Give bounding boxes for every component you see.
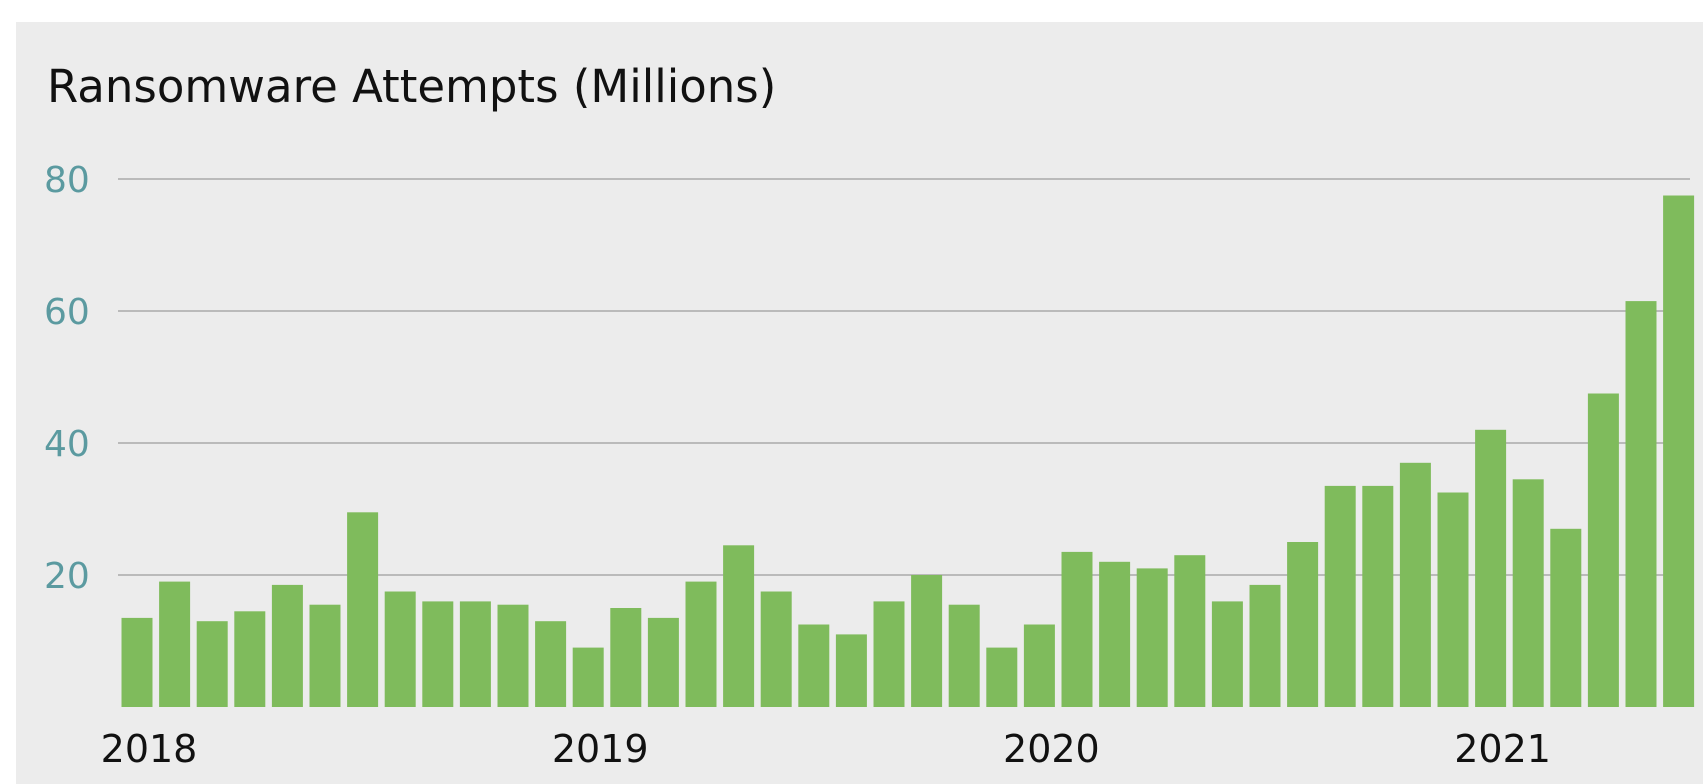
bar (835, 634, 867, 707)
y-tick-label: 40 (44, 424, 90, 465)
bar (911, 575, 943, 707)
bar (1099, 561, 1131, 707)
bar (986, 647, 1018, 707)
bar (1475, 429, 1507, 707)
bar (723, 545, 755, 707)
bar (1399, 462, 1431, 707)
bar (1287, 542, 1319, 707)
x-tick-label: 2021 (1454, 727, 1551, 771)
bar (798, 624, 830, 707)
bar (309, 604, 341, 707)
y-axis-ticks: 20 40 60 80 (44, 160, 90, 597)
chart-title: Ransomware Attempts (Millions) (47, 60, 777, 113)
bar (497, 604, 529, 707)
bar (1437, 492, 1469, 707)
bar (1587, 393, 1619, 707)
bar (647, 617, 679, 707)
bar (1324, 485, 1356, 707)
bar (271, 584, 303, 707)
bar (1550, 528, 1582, 707)
bar (459, 601, 491, 707)
bar (1061, 551, 1093, 707)
bar (873, 601, 905, 707)
bar (948, 604, 980, 707)
bar (1211, 601, 1243, 707)
x-tick-label: 2019 (552, 727, 649, 771)
y-tick-label: 80 (44, 160, 90, 201)
bar (159, 581, 191, 707)
y-tick-label: 60 (44, 292, 90, 333)
bar (1023, 624, 1055, 707)
bar (196, 621, 228, 707)
y-tick-label: 20 (44, 556, 90, 597)
bar (610, 608, 642, 707)
bar (1625, 301, 1657, 707)
bar (1174, 555, 1206, 707)
bar (1362, 485, 1394, 707)
bar (384, 591, 416, 707)
bars (121, 195, 1695, 707)
x-tick-label: 2018 (101, 727, 198, 771)
bar (234, 611, 266, 707)
bar (685, 581, 717, 707)
bar (347, 512, 379, 707)
bar (1512, 479, 1544, 707)
bar (422, 601, 454, 707)
bar (121, 617, 153, 707)
bar (535, 621, 567, 707)
bar (1663, 195, 1695, 707)
bar (1249, 584, 1281, 707)
x-axis-ticks: 2018 2019 2020 2021 (101, 727, 1551, 771)
bar (1136, 568, 1168, 707)
bar (760, 591, 792, 707)
bar (572, 647, 604, 707)
x-tick-label: 2020 (1003, 727, 1100, 771)
